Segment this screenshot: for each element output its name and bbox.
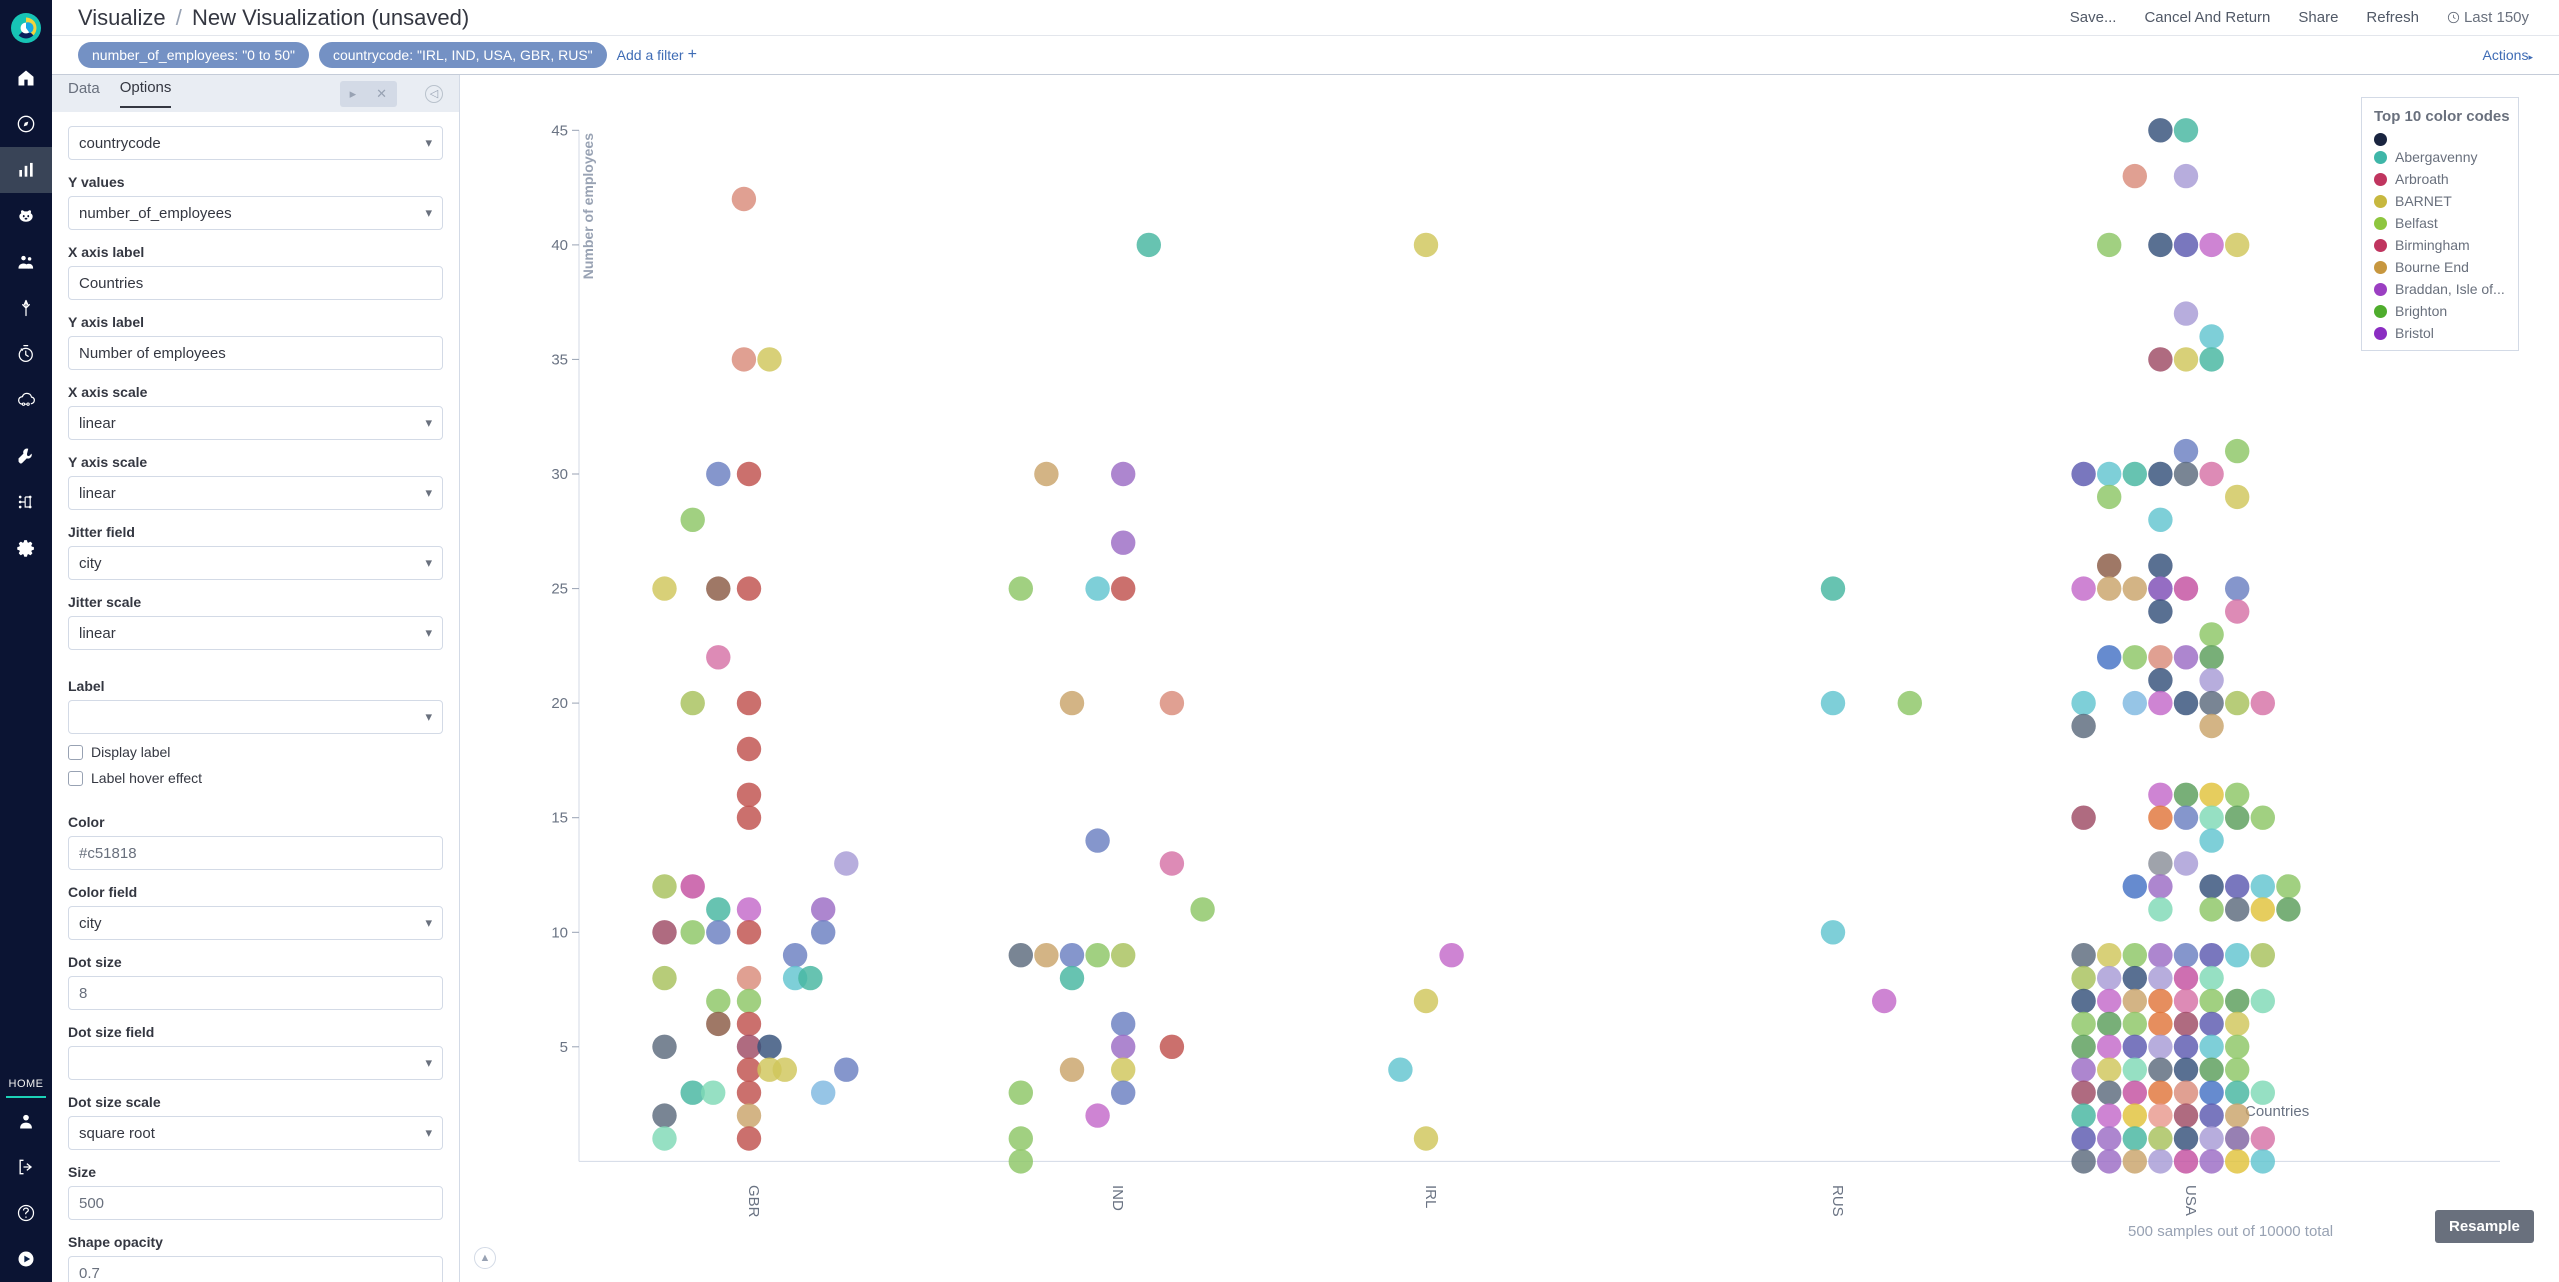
svg-text:Number of employees: Number of employees: [580, 133, 596, 279]
svg-text:30: 30: [551, 466, 568, 483]
svg-text:35: 35: [551, 351, 568, 368]
svg-text:20: 20: [551, 695, 568, 712]
svg-text:IRL: IRL: [1422, 1185, 1439, 1208]
svg-text:GBR: GBR: [745, 1185, 762, 1218]
svg-text:RUS: RUS: [1829, 1185, 1846, 1217]
svg-text:5: 5: [560, 1039, 568, 1056]
svg-text:USA: USA: [2182, 1185, 2199, 1216]
svg-text:10: 10: [551, 924, 568, 941]
svg-text:15: 15: [551, 810, 568, 827]
svg-text:45: 45: [551, 122, 568, 139]
svg-text:Countries: Countries: [2245, 1103, 2309, 1120]
svg-text:25: 25: [551, 581, 568, 598]
svg-text:40: 40: [551, 237, 568, 254]
svg-text:IND: IND: [1109, 1185, 1126, 1211]
